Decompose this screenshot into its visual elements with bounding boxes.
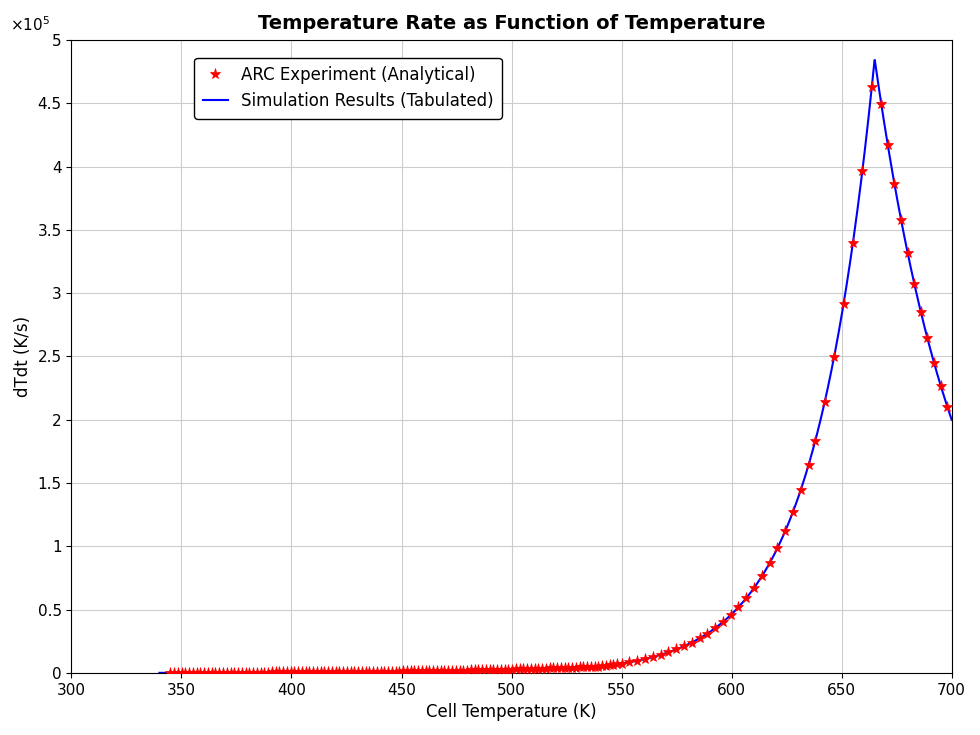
Simulation Results (Tabulated): [930, 367, 942, 376]
ARC Experiment (Analytical): [608, 660, 619, 669]
Simulation Results (Tabulated): [492, 665, 504, 674]
Simulation Results (Tabulated): [244, 668, 256, 677]
Line: Simulation Results (Tabulated): Simulation Results (Tabulated): [160, 60, 952, 673]
Line: ARC Experiment (Analytical): ARC Experiment (Analytical): [165, 81, 953, 678]
Text: $\times10^5$: $\times10^5$: [10, 15, 50, 34]
ARC Experiment (Analytical): [942, 402, 954, 411]
Simulation Results (Tabulated): [154, 668, 166, 677]
Simulation Results (Tabulated): [869, 56, 881, 65]
ARC Experiment (Analytical): [763, 559, 775, 567]
Title: Temperature Rate as Function of Temperature: Temperature Rate as Function of Temperat…: [258, 14, 765, 33]
Legend: ARC Experiment (Analytical), Simulation Results (Tabulated): ARC Experiment (Analytical), Simulation …: [194, 58, 502, 119]
ARC Experiment (Analytical): [670, 645, 682, 654]
Simulation Results (Tabulated): [845, 254, 857, 262]
ARC Experiment (Analytical): [935, 381, 947, 390]
ARC Experiment (Analytical): [165, 668, 176, 677]
ARC Experiment (Analytical): [333, 667, 345, 676]
ARC Experiment (Analytical): [866, 82, 878, 91]
Y-axis label: dTdt (K/s): dTdt (K/s): [14, 316, 32, 397]
ARC Experiment (Analytical): [857, 166, 868, 175]
Simulation Results (Tabulated): [458, 666, 469, 675]
Simulation Results (Tabulated): [946, 415, 957, 424]
Simulation Results (Tabulated): [291, 668, 303, 677]
X-axis label: Cell Temperature (K): Cell Temperature (K): [426, 703, 597, 721]
